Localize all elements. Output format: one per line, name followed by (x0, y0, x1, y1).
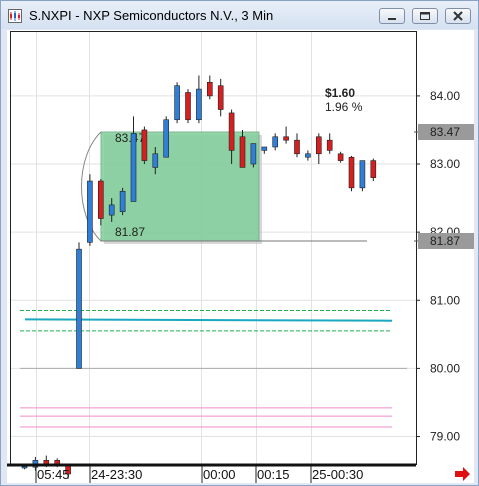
candle-body[interactable] (76, 248, 82, 369)
candle-body[interactable] (261, 146, 268, 151)
plot-frame (10, 31, 417, 465)
x-axis-tick-label: 24-23:30 (91, 467, 142, 482)
x-axis-tick-label: 00:00 (203, 467, 236, 482)
title-bar[interactable]: S.NXPI - NXP Semiconductors N.V., 3 Min (1, 1, 478, 29)
candle-body[interactable] (152, 153, 159, 168)
candle-body[interactable] (130, 133, 137, 202)
candle-body[interactable] (21, 466, 28, 469)
candle-body[interactable] (98, 180, 104, 219)
candle-body[interactable] (43, 460, 50, 465)
y-axis-tick-label: 84.00 (430, 89, 460, 103)
moving-average-line (24, 318, 393, 322)
price-tag (418, 124, 474, 140)
candle-body[interactable] (217, 85, 224, 110)
candle-body[interactable] (196, 88, 202, 121)
candle-body[interactable] (250, 143, 257, 165)
y-axis-tick-label: 80.00 (430, 361, 460, 375)
price-tag (418, 233, 474, 249)
candle-body[interactable] (108, 204, 115, 216)
y-axis-tick-label: 83.00 (430, 157, 460, 171)
y-axis-tick-label: 79.00 (430, 430, 460, 444)
y-axis-tick-label: 81.00 (430, 293, 460, 307)
box-change-label: $1.60 (325, 86, 355, 100)
candle-body[interactable] (359, 160, 366, 189)
candle-body[interactable] (370, 160, 377, 178)
candle-body[interactable] (305, 153, 311, 158)
candle-body[interactable] (337, 153, 344, 161)
x-axis-tick-label: 25-00:30 (312, 467, 363, 482)
x-axis-tick-label: 00:15 (257, 467, 290, 482)
candle-body[interactable] (283, 136, 289, 141)
close-button[interactable] (445, 8, 471, 24)
price-tag-label: 81.87 (430, 234, 460, 248)
scroll-right-arrow-icon[interactable] (455, 467, 470, 481)
candle-body[interactable] (87, 180, 93, 243)
restore-icon (420, 12, 430, 20)
candle-body[interactable] (294, 139, 300, 155)
candle-body[interactable] (348, 156, 355, 189)
candle-body[interactable] (207, 81, 213, 97)
measure-arc (81, 131, 102, 242)
candle-body[interactable] (141, 129, 148, 161)
candle-body[interactable] (315, 136, 322, 155)
price-chart[interactable]: 84.0083.0082.0081.0080.0079.0083.4781.87… (7, 30, 474, 483)
x-axis-tick-label: 05:45 (37, 467, 70, 482)
box-upper-label: 83.47 (115, 131, 145, 145)
candle-body[interactable] (239, 136, 246, 168)
close-icon (453, 11, 463, 21)
candle-body[interactable] (228, 112, 235, 151)
candle-body[interactable] (272, 136, 279, 148)
chart-area[interactable]: 84.00 83.00 82.00 81.00 80.00 79.00 83.47 81.87… (7, 30, 474, 483)
candle-body[interactable] (174, 85, 180, 121)
candle-body[interactable] (185, 92, 191, 121)
candle-body[interactable] (163, 119, 169, 158)
minimize-icon (388, 18, 396, 20)
box-percent-label: 1.96 % (325, 100, 363, 114)
box-lower-label: 81.87 (115, 225, 145, 239)
candle-body[interactable] (119, 190, 126, 213)
minimize-button[interactable] (379, 8, 405, 24)
restore-button[interactable] (412, 8, 438, 24)
window-title: S.NXPI - NXP Semiconductors N.V., 3 Min (29, 8, 274, 23)
app-chart-icon (8, 9, 22, 23)
price-tag-label: 83.47 (430, 125, 460, 139)
candle-body[interactable] (326, 139, 333, 151)
